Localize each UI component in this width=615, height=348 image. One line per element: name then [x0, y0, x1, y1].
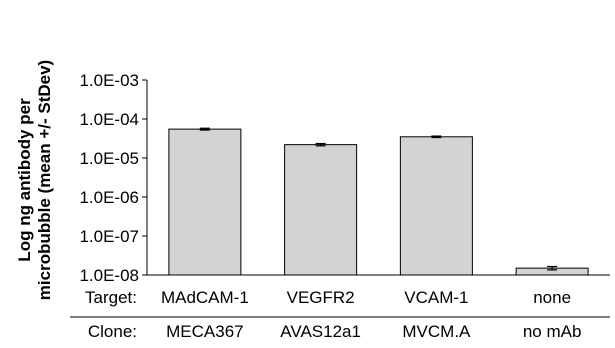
y-tick-labels: 1.0E-03 1.0E-04 1.0E-05 1.0E-06 1.0E-07 1.0E-…: [79, 71, 147, 285]
y-axis-label-line2: microbubble (mean +/- StDev): [35, 60, 54, 300]
y-tick-label: 1.0E-04: [79, 110, 139, 129]
category-label: MAdCAM-1: [161, 288, 249, 307]
y-tick-label: 1.0E-05: [79, 149, 139, 168]
y-axis-label-line1: Log ng antibody per: [15, 98, 34, 262]
category-label: VCAM-1: [404, 288, 468, 307]
y-tick-label: 1.0E-03: [79, 71, 139, 90]
bar: [284, 144, 358, 276]
target-row-label: Target:: [85, 288, 137, 307]
category-labels: MAdCAM-1 VEGFR2 VCAM-1 none: [161, 288, 571, 307]
clone-label: no mAb: [523, 322, 582, 341]
error-bars: [199, 127, 558, 271]
clone-label: MVCM.A: [402, 322, 471, 341]
bar: [399, 136, 473, 276]
y-tick-label: 1.0E-07: [79, 227, 139, 246]
bar: [168, 128, 242, 276]
y-tick-label: 1.0E-06: [79, 188, 139, 207]
bars: [168, 128, 589, 276]
clone-label: MECA367: [166, 322, 243, 341]
clone-label: AVAS12a1: [280, 322, 361, 341]
clone-row-label: Clone:: [88, 322, 137, 341]
y-tick-label: 1.0E-08: [79, 266, 139, 285]
clone-labels: MECA367 AVAS12a1 MVCM.A no mAb: [166, 322, 581, 341]
category-label: VEGFR2: [287, 288, 355, 307]
y-axis-label: Log ng antibody per microbubble (mean +/…: [15, 60, 54, 300]
category-label: none: [533, 288, 571, 307]
